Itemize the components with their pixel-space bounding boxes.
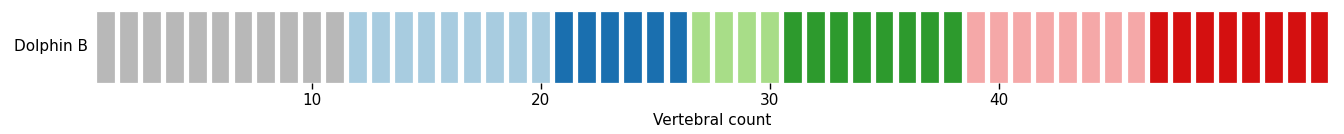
Bar xyxy=(829,11,848,83)
Bar xyxy=(280,11,298,83)
Bar xyxy=(691,11,710,83)
Bar xyxy=(97,11,116,83)
Bar xyxy=(622,11,641,83)
Bar xyxy=(1081,11,1099,83)
Bar xyxy=(302,11,321,83)
Bar xyxy=(371,11,390,83)
Bar xyxy=(577,11,595,83)
Bar xyxy=(1241,11,1259,83)
Bar xyxy=(1286,11,1305,83)
Bar xyxy=(784,11,802,83)
Bar xyxy=(1012,11,1031,83)
Bar xyxy=(761,11,780,83)
Bar xyxy=(348,11,367,83)
Bar xyxy=(921,11,939,83)
X-axis label: Vertebral count: Vertebral count xyxy=(653,113,771,128)
Bar xyxy=(875,11,894,83)
Bar xyxy=(1149,11,1168,83)
Bar xyxy=(806,11,825,83)
Bar xyxy=(1263,11,1282,83)
Bar xyxy=(462,11,481,83)
Bar xyxy=(165,11,184,83)
Bar xyxy=(668,11,687,83)
Bar xyxy=(188,11,207,83)
Bar xyxy=(989,11,1008,83)
Bar xyxy=(1126,11,1145,83)
Bar xyxy=(943,11,962,83)
Bar xyxy=(1218,11,1236,83)
Bar xyxy=(599,11,618,83)
Bar xyxy=(257,11,276,83)
Bar xyxy=(234,11,253,83)
Bar xyxy=(898,11,917,83)
Bar xyxy=(738,11,757,83)
Bar xyxy=(1172,11,1191,83)
Bar xyxy=(554,11,573,83)
Bar xyxy=(1035,11,1054,83)
Text: Dolphin B: Dolphin B xyxy=(13,39,87,54)
Bar xyxy=(211,11,230,83)
Bar xyxy=(852,11,871,83)
Bar xyxy=(439,11,458,83)
Bar xyxy=(325,11,344,83)
Bar xyxy=(142,11,161,83)
Bar xyxy=(120,11,138,83)
Bar xyxy=(531,11,550,83)
Bar xyxy=(645,11,664,83)
Bar xyxy=(394,11,413,83)
Bar xyxy=(1195,11,1214,83)
Bar xyxy=(508,11,527,83)
Bar xyxy=(1103,11,1122,83)
Bar xyxy=(1309,11,1328,83)
Bar xyxy=(1058,11,1077,83)
Bar xyxy=(417,11,435,83)
Bar xyxy=(715,11,734,83)
Bar xyxy=(485,11,504,83)
Bar xyxy=(966,11,985,83)
